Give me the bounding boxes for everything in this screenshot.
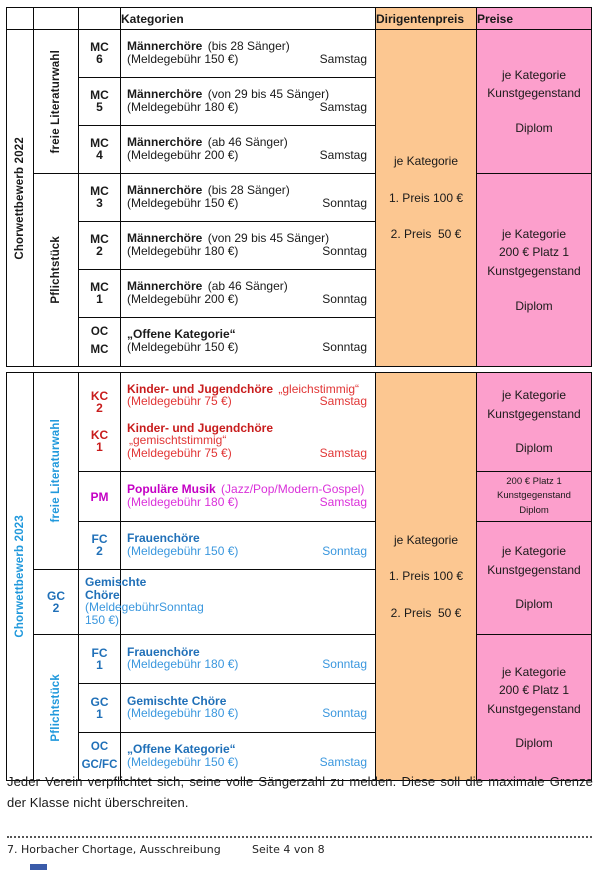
code-mc2: MC 2 xyxy=(78,221,121,270)
categories-table: Kategorien Dirigentenpreis Preise Chorwe… xyxy=(6,7,592,782)
table-row: Chorwettbewerb 2023 freie Literaturwahl … xyxy=(6,371,592,782)
page-footer: 7. Horbacher Chortage, Ausschreibung Sei… xyxy=(7,843,592,856)
table-row: Pflichtstück MC 3 Männerchöre (bis 28 Sän… xyxy=(7,173,592,367)
category-mc5: Männerchöre (von 29 bis 45 Sänger) (Meld… xyxy=(120,77,376,126)
label-pflichtstueck-2023: Pflichtstück xyxy=(33,634,79,782)
prize-2022-pflicht: je Kategorie 200 € Platz 1 Kunstgegenstand… xyxy=(476,173,592,367)
section-label-2023: Chorwettbewerb 2023 xyxy=(6,371,34,782)
category-mc4: Männerchöre (ab 46 Sänger) (Meldegebühr … xyxy=(120,125,376,174)
code-oc-gcfc: OC GC/FC xyxy=(78,732,121,782)
category-mc6: Männerchöre (bis 28 Sänger) (Meldegebühr… xyxy=(120,29,376,78)
code-mc4: MC 4 xyxy=(78,125,121,174)
table-row: FC 2 Frauenchöre (Meldegebühr 150 €) Sonnt… xyxy=(7,520,592,636)
prize-2023-pflicht: je Kategorie 200 € Platz 1 Kunstgegenstand… xyxy=(476,634,592,782)
header-preise: Preise xyxy=(476,7,592,30)
table-row: Chorwettbewerb 2022 freie Literaturwahl … xyxy=(6,29,592,367)
table-header-row: Kategorien Dirigentenpreis Preise xyxy=(6,7,592,30)
table-row: OC GC/FC „Offene Kategorie“ (Meldegebühr … xyxy=(7,732,592,782)
header-empty-1 xyxy=(6,7,34,30)
category-mc1: Männerchöre (ab 46 Sänger) (Meldegebühr … xyxy=(120,269,376,318)
code-fc1: FC 1 xyxy=(78,634,121,685)
code-fc2: FC 2 xyxy=(78,521,121,570)
section-gap xyxy=(6,366,592,373)
code-pm: PM xyxy=(78,471,121,522)
header-dirigentenpreis: Dirigentenpreis xyxy=(375,7,477,30)
label-freie-literaturwahl-2023: freie Literaturwahl xyxy=(33,372,79,570)
table-row: MC 2 Männerchöre (von 29 bis 45 Sänger) (… xyxy=(7,221,592,270)
code-gc1: GC 1 xyxy=(78,683,121,734)
header-empty-3 xyxy=(78,7,121,30)
category-mc2: Männerchöre (von 29 bis 45 Sänger) (Meld… xyxy=(120,221,376,270)
header-empty-2 xyxy=(33,7,79,30)
category-mc3: Männerchöre (bis 28 Sänger) (Meldegebühr… xyxy=(120,173,376,222)
category-gc2: Gemischte Chöre (Meldegebühr 150 €) Sonnt… xyxy=(78,568,204,636)
code-gc2: GC 2 xyxy=(33,568,79,636)
category-oc-mc: „Offene Kategorie“ (Meldegebühr 150 €) So… xyxy=(120,317,376,367)
prize-2023-fcgc: je Kategorie Kunstgegenstand Diplom xyxy=(476,520,592,636)
category-pm: Populäre Musik (Jazz/Pop/Modern-Gospel) … xyxy=(120,471,376,522)
table-row: MC 1 Männerchöre (ab 46 Sänger) (Meldegeb… xyxy=(7,269,592,318)
code-mc3: MC 3 xyxy=(78,173,121,222)
dotted-separator xyxy=(7,836,592,838)
table-row: MC 5 Männerchöre (von 29 bis 45 Sänger) (… xyxy=(7,77,592,126)
footer-title: 7. Horbacher Chortage, Ausschreibung xyxy=(7,843,221,856)
code-kc: KC 2 KC 1 xyxy=(78,372,121,472)
prize-2023-pm: 200 € Platz 1 Kunstgegenstand Diplom xyxy=(476,471,592,522)
category-fc1: Frauenchöre (Meldegebühr 180 €) Sonntag xyxy=(120,634,376,685)
note-text: Jeder Verein verpflichtet sich, seine vo… xyxy=(7,774,593,810)
code-mc5: MC 5 xyxy=(78,77,121,126)
code-mc1: MC 1 xyxy=(78,269,121,318)
category-fc2: Frauenchöre (Meldegebühr 150 €) Sonntag xyxy=(120,521,376,570)
bottom-blue-mark xyxy=(30,864,47,870)
code-mc6: MC 6 xyxy=(78,29,121,78)
table-row: OC MC „Offene Kategorie“ (Meldegebühr 150… xyxy=(7,317,592,367)
conductor-prize-2023: je Kategorie 1. Preis 100 €2. Preis 50 € xyxy=(375,371,477,782)
label-pflichtstueck-2022: Pflichtstück xyxy=(33,173,79,367)
code-oc-mc: OC MC xyxy=(78,317,121,367)
prize-2023-kc: je Kategorie Kunstgegenstand Diplom xyxy=(476,372,592,472)
prize-2022-free: je Kategorie Kunstgegenstand Diplom xyxy=(476,29,592,174)
label-freie-literaturwahl-2022: freie Literaturwahl xyxy=(33,29,79,174)
table-row: Pflichtstück FC 1 Frauenchöre (Meldegebüh… xyxy=(7,634,592,782)
footer-page-number: Seite 4 von 8 xyxy=(252,843,325,856)
category-kc: Kinder- und Jugendchöre „gleichstimmig“ … xyxy=(120,372,376,472)
table-row: GC 2 Gemischte Chöre (Meldegebühr 150 €) S… xyxy=(7,568,592,636)
header-kategorien: Kategorien xyxy=(120,7,376,30)
conductor-prize-2022: je Kategorie 1. Preis 100 €2. Preis 50 € xyxy=(375,29,477,367)
category-gc1: Gemischte Chöre (Meldegebühr 180 €) Sonnt… xyxy=(120,683,376,734)
section-label-2022: Chorwettbewerb 2022 xyxy=(6,29,34,367)
table-row: PM Populäre Musik (Jazz/Pop/Modern-Gospe… xyxy=(7,471,592,522)
category-oc-gcfc: „Offene Kategorie“ (Meldegebühr 150 €) Sa… xyxy=(120,732,376,782)
table-row: GC 1 Gemischte Chöre (Meldegebühr 180 €) S… xyxy=(7,683,592,734)
